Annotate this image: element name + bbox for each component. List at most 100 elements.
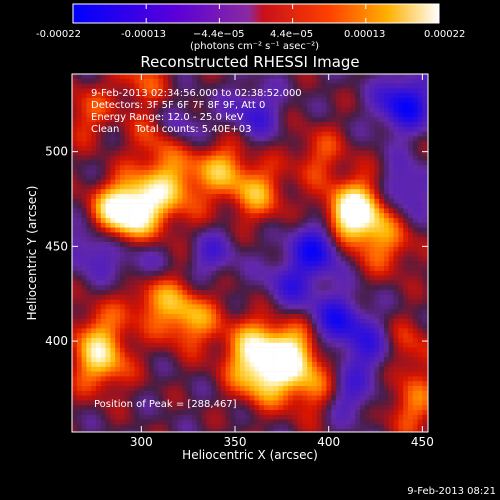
heatmap-cell	[81, 98, 87, 104]
heatmap-cell	[268, 328, 274, 334]
heatmap-cell	[350, 256, 356, 262]
heatmap-cell	[216, 419, 222, 425]
heatmap-cell	[129, 290, 135, 296]
heatmap-cell	[384, 141, 390, 147]
heatmap-cell	[292, 424, 298, 430]
heatmap-cell	[196, 352, 202, 358]
heatmap-cell	[283, 112, 289, 118]
heatmap-cell	[240, 203, 246, 209]
heatmap-cell	[350, 424, 356, 430]
heatmap-cell	[244, 222, 250, 228]
heatmap-cell	[292, 189, 298, 195]
heatmap-cell	[379, 150, 385, 156]
heatmap-cell	[201, 261, 207, 267]
heatmap-cell	[120, 256, 126, 262]
heatmap-cell	[326, 256, 332, 262]
heatmap-cell	[201, 74, 207, 80]
heatmap-cell	[355, 280, 361, 286]
heatmap-cell	[360, 232, 366, 238]
heatmap-cell	[81, 256, 87, 262]
heatmap-cell	[316, 338, 322, 344]
heatmap-cell	[355, 227, 361, 233]
heatmap-cell	[364, 155, 370, 161]
heatmap-cell	[168, 117, 174, 123]
heatmap-cell	[264, 371, 270, 377]
heatmap-cell	[345, 261, 351, 267]
heatmap-cell	[326, 102, 332, 108]
heatmap-cell	[100, 242, 106, 248]
heatmap-cell	[187, 150, 193, 156]
heatmap-cell	[321, 376, 327, 382]
heatmap-cell	[283, 232, 289, 238]
heatmap-cell	[374, 131, 380, 137]
heatmap-cell	[254, 256, 260, 262]
heatmap-cell	[105, 419, 111, 425]
heatmap-cell	[100, 266, 106, 272]
heatmap-cell	[86, 74, 92, 80]
heatmap-cell	[120, 299, 126, 305]
heatmap-cell	[182, 285, 188, 291]
heatmap-cell	[307, 294, 313, 300]
heatmap-cell	[177, 400, 183, 406]
heatmap-cell	[139, 218, 145, 224]
heatmap-cell	[172, 227, 178, 233]
heatmap-cell	[254, 414, 260, 420]
heatmap-cell	[216, 93, 222, 99]
heatmap-cell	[134, 78, 140, 84]
heatmap-cell	[259, 74, 265, 80]
heatmap-cell	[187, 395, 193, 401]
heatmap-cell	[264, 381, 270, 387]
heatmap-cell	[76, 309, 82, 315]
heatmap-cell	[105, 424, 111, 430]
heatmap-cell	[364, 280, 370, 286]
heatmap-cell	[254, 381, 260, 387]
heatmap-cell	[182, 194, 188, 200]
heatmap-cell	[216, 242, 222, 248]
heatmap-cell	[369, 395, 375, 401]
heatmap-cell	[374, 424, 380, 430]
heatmap-cell	[163, 213, 169, 219]
heatmap-cell	[264, 174, 270, 180]
heatmap-cell	[321, 126, 327, 132]
heatmap-cell	[168, 160, 174, 166]
heatmap-cell	[72, 93, 78, 99]
heatmap-cell	[144, 371, 150, 377]
heatmap-cell	[110, 237, 116, 243]
heatmap-cell	[254, 232, 260, 238]
heatmap-cell	[105, 218, 111, 224]
heatmap-cell	[96, 410, 102, 416]
heatmap-cell	[364, 342, 370, 348]
heatmap-cell	[110, 213, 116, 219]
heatmap-cell	[292, 270, 298, 276]
heatmap-cell	[206, 347, 212, 353]
heatmap-cell	[225, 141, 231, 147]
heatmap-cell	[172, 410, 178, 416]
heatmap-cell	[76, 194, 82, 200]
heatmap-cell	[254, 270, 260, 276]
heatmap-cell	[172, 304, 178, 310]
heatmap-cell	[288, 366, 294, 372]
heatmap-cell	[331, 400, 337, 406]
heatmap-cell	[76, 93, 82, 99]
heatmap-cell	[249, 126, 255, 132]
heatmap-cell	[216, 410, 222, 416]
heatmap-cell	[283, 88, 289, 94]
heatmap-cell	[235, 136, 241, 142]
heatmap-cell	[220, 266, 226, 272]
heatmap-cell	[278, 237, 284, 243]
heatmap-cell	[240, 98, 246, 104]
heatmap-cell	[278, 376, 284, 382]
heatmap-cell	[129, 170, 135, 176]
heatmap-cell	[345, 184, 351, 190]
heatmap-cell	[120, 429, 126, 432]
heatmap-cell	[307, 338, 313, 344]
heatmap-cell	[86, 246, 92, 252]
heatmap-cell	[134, 400, 140, 406]
heatmap-cell	[192, 280, 198, 286]
heatmap-cell	[120, 136, 126, 142]
heatmap-cell	[312, 237, 318, 243]
heatmap-cell	[220, 146, 226, 152]
heatmap-cell	[129, 275, 135, 281]
heatmap-cell	[345, 323, 351, 329]
heatmap-cell	[307, 150, 313, 156]
